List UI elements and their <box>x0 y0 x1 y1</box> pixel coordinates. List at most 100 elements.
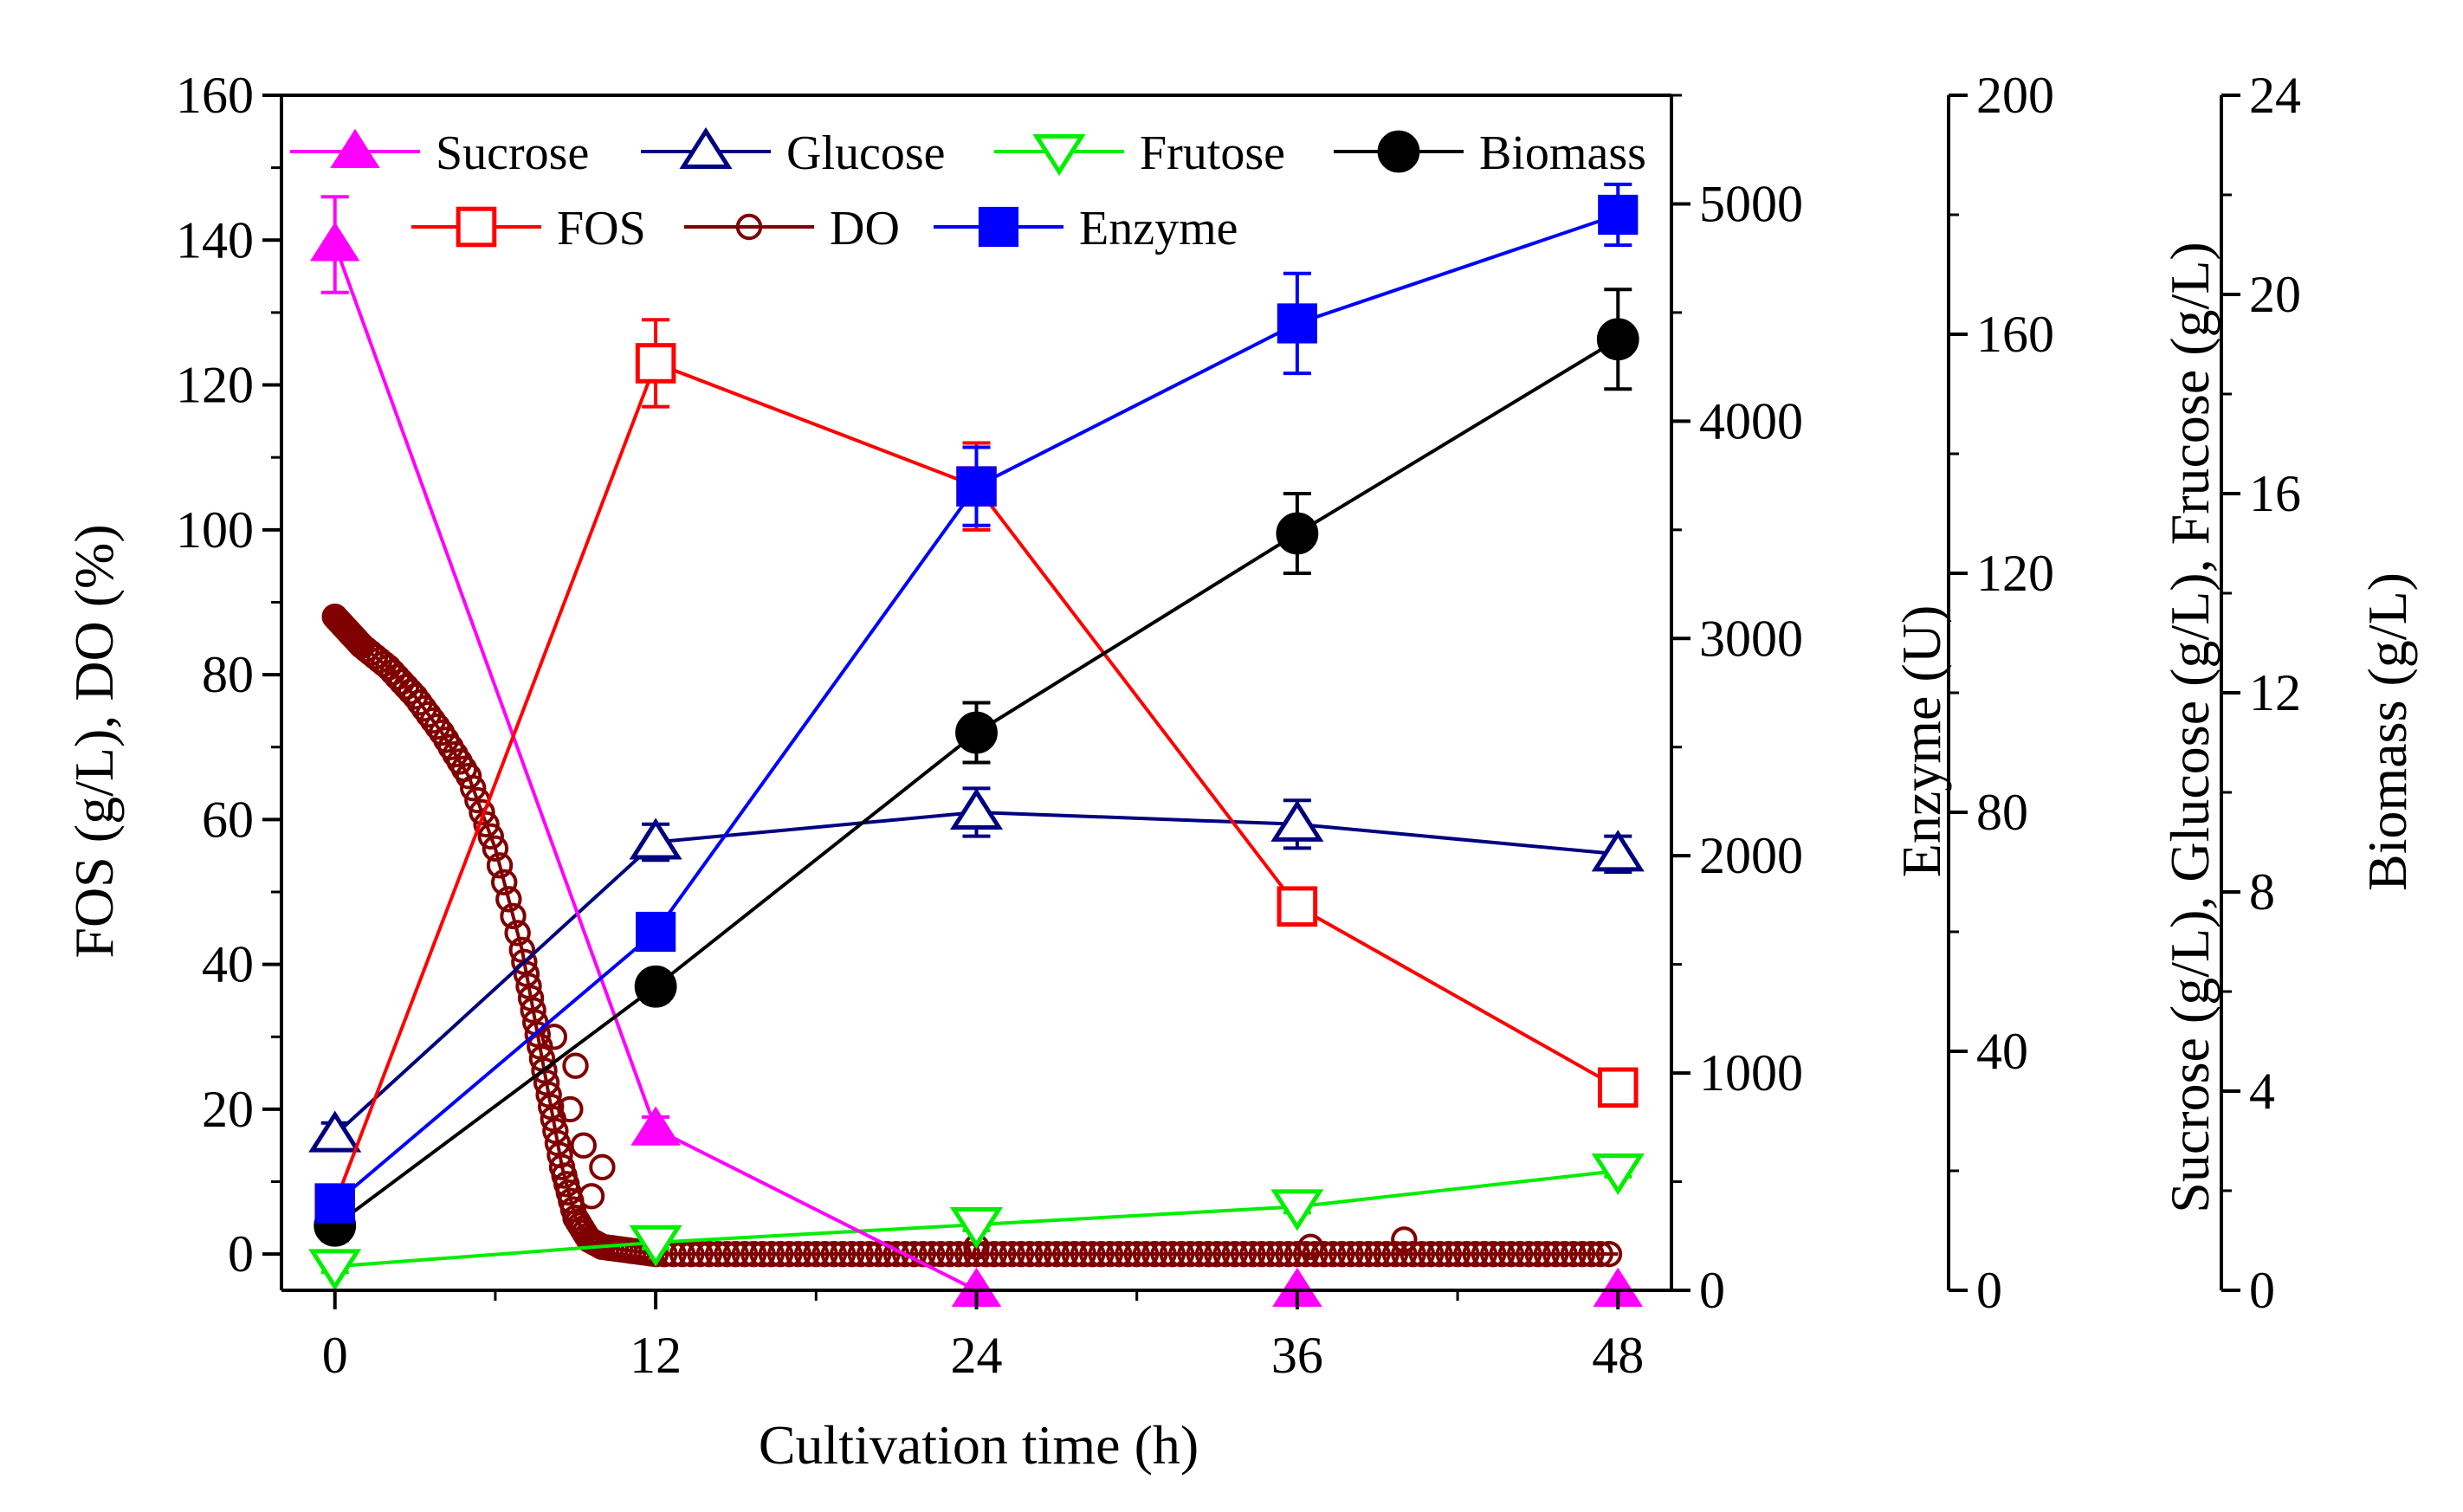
do-point <box>1560 1240 1587 1268</box>
do-point <box>1052 1240 1079 1268</box>
do-point <box>1337 1240 1364 1268</box>
legend-label-biomass: Biomass <box>1479 126 1646 180</box>
do-point <box>1017 1240 1044 1268</box>
do-point <box>513 960 540 987</box>
do-point <box>1167 1240 1195 1268</box>
do-point <box>678 1240 705 1268</box>
do-point <box>704 1240 732 1268</box>
enzyme-tick-label: 2000 <box>1699 827 1803 884</box>
do-point <box>766 1240 794 1268</box>
legend-label-fos: FOS <box>557 202 646 255</box>
glucose-point <box>1591 830 1645 872</box>
left-tick-label: 20 <box>202 1081 254 1138</box>
legend-item-do: DO <box>684 202 900 255</box>
do-point <box>520 997 546 1024</box>
do-point <box>371 650 398 677</box>
biomass-point <box>1276 512 1319 555</box>
enzyme-point <box>314 1183 355 1224</box>
frutose-point <box>1270 1189 1324 1231</box>
do-point <box>1194 1240 1222 1268</box>
do-point <box>1418 1240 1445 1268</box>
biomass-tick-label: 24 <box>2249 67 2301 124</box>
do-point <box>980 1240 1008 1268</box>
legend-label-glucose: Glucose <box>786 126 946 180</box>
do-point <box>1088 1240 1115 1268</box>
do-point <box>504 920 531 947</box>
left-tick-label: 40 <box>202 936 254 993</box>
do-point <box>1435 1240 1462 1268</box>
biomass-point <box>634 965 677 1008</box>
axes-layer: 0 12 24 36 480204060801001201401600100020003… <box>176 67 2301 1384</box>
glucose-point <box>629 817 682 860</box>
do-point <box>999 1240 1025 1268</box>
frutose-point <box>1591 1153 1645 1196</box>
do-point <box>486 852 514 879</box>
do-point <box>909 1240 936 1268</box>
do-point <box>874 1240 901 1268</box>
do-point <box>589 1153 616 1181</box>
do-point <box>491 869 518 896</box>
do-point <box>1177 1240 1204 1268</box>
x-tick-label: 0 <box>322 1327 348 1384</box>
sugars-tick-label: 40 <box>1976 1023 2028 1080</box>
legend-item-frutose: Frutose <box>994 126 1285 180</box>
do-point <box>477 823 504 850</box>
enzyme-tick-label: 1000 <box>1699 1044 1803 1102</box>
do-point <box>776 1240 803 1268</box>
do-point <box>856 1240 883 1268</box>
legend-marker-do <box>735 213 763 241</box>
do-point <box>531 1057 558 1084</box>
do-point <box>811 1240 838 1268</box>
do-point <box>1381 1240 1409 1268</box>
do-point <box>1489 1240 1516 1268</box>
left-tick-label: 160 <box>176 67 254 124</box>
series-biomass <box>314 288 1639 1247</box>
do-point <box>1096 1240 1124 1268</box>
do-point <box>515 972 542 999</box>
do-point <box>936 1240 963 1268</box>
sucrose-point <box>630 1106 681 1146</box>
x-tick-label: 36 <box>1271 1327 1323 1384</box>
do-point <box>1453 1240 1480 1268</box>
do-point <box>1105 1240 1133 1268</box>
enzyme-axis-title: Enzyme (U) <box>1891 605 1952 878</box>
biomass-tick-label: 20 <box>2249 266 2301 323</box>
do-point <box>838 1240 865 1268</box>
do-point <box>1212 1240 1239 1268</box>
do-point <box>1079 1240 1106 1268</box>
frutose-point <box>308 1249 362 1291</box>
enzyme-point <box>956 466 997 507</box>
do-point <box>918 1240 946 1268</box>
biomass-point <box>1596 318 1639 361</box>
do-point <box>423 713 451 740</box>
enzyme-tick-label: 4000 <box>1699 392 1803 449</box>
legend-item-glucose: Glucose <box>641 126 946 180</box>
do-point <box>1248 1240 1275 1268</box>
fos-point <box>1277 886 1318 927</box>
do-point <box>1043 1240 1070 1268</box>
left-tick-label: 120 <box>176 357 254 414</box>
do-point <box>1123 1240 1150 1268</box>
data-layer <box>308 182 1645 1308</box>
do-point <box>500 902 527 930</box>
do-point <box>1257 1240 1284 1268</box>
do-point <box>1061 1240 1088 1268</box>
do-point <box>557 1095 584 1123</box>
do-point <box>1444 1240 1471 1268</box>
do-point <box>1578 1240 1605 1268</box>
do-point <box>1007 1240 1035 1268</box>
biomass-tick-label: 0 <box>2249 1262 2275 1319</box>
do-point <box>1297 1233 1324 1261</box>
legend: Sucrose Glucose Frutose Biomass FOS DO Enzyme <box>290 126 1646 255</box>
enzyme-tick-label: 0 <box>1699 1262 1725 1319</box>
legend-marker-enzyme <box>978 206 1019 248</box>
legend-item-biomass: Biomass <box>1334 126 1646 180</box>
do-point <box>1266 1240 1293 1268</box>
left-tick-label: 100 <box>176 501 254 559</box>
enzyme-tick-label: 3000 <box>1699 610 1803 667</box>
do-point <box>511 948 538 976</box>
do-point <box>1595 1240 1623 1268</box>
do-point <box>1462 1240 1489 1268</box>
do-point <box>829 1240 857 1268</box>
